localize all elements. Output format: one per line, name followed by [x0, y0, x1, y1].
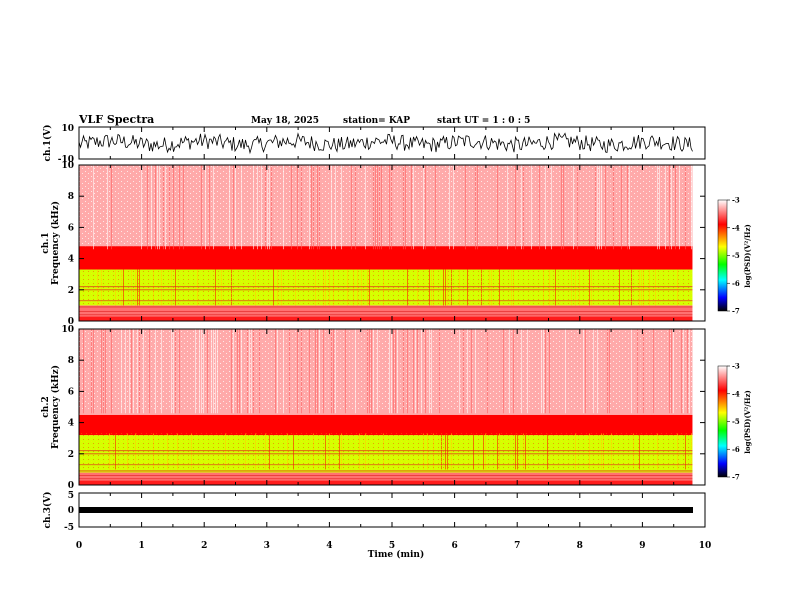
y-tick-label: 0 — [68, 481, 74, 491]
y-tick-label: 10 — [61, 161, 74, 171]
x-tick-label: 2 — [201, 541, 207, 551]
ch2-colorbar: -3 -4 -5 -6 -7 log(PSD)(V²/Hz) — [717, 362, 752, 482]
x-tick-label: 4 — [326, 541, 332, 551]
ch1-spectrogram-ticks — [78, 164, 706, 322]
x-tick-label: 1 — [138, 541, 144, 551]
figure-title: VLF Spectra — [78, 113, 154, 126]
x-axis-label: Time (min) — [368, 549, 425, 560]
ch1-spectrogram-image — [79, 165, 705, 321]
spectrogram-band — [79, 414, 693, 436]
colorbar-tick-label: -7 — [732, 307, 740, 316]
y-tick-label: 6 — [68, 387, 74, 397]
x-tick-label: 10 — [699, 541, 712, 551]
ch1-ytick-top: 10 — [61, 124, 74, 134]
ch3-waveform-ylabel: ch.3(V) — [42, 492, 53, 529]
spectrogram-band — [79, 246, 693, 270]
x-tick-label: 7 — [514, 541, 520, 551]
ch1-colorbar: -3 -4 -5 -6 -7 log(PSD)(V²/Hz) — [717, 196, 752, 316]
y-tick-label: 8 — [68, 192, 74, 202]
colorbar-tick-label: -3 — [732, 196, 740, 205]
ch2-spectrogram-ylabel-freq: Frequency (kHz) — [50, 365, 61, 449]
spectrogram-texture — [79, 433, 693, 470]
start-time-label: start UT = 1 : 0 : 5 — [437, 116, 530, 126]
ch2-spectrogram-ylabel-channel: ch.2 — [41, 396, 51, 417]
ch2-spectrogram-yticklabels: 0 2 4 6 8 10 — [61, 325, 74, 491]
spectrogram-texture — [79, 329, 693, 411]
ch3-ytick-top: 5 — [68, 491, 74, 501]
y-tick-label: 2 — [68, 450, 74, 460]
ch1-spectrogram-yticklabels: 0 2 4 6 8 10 — [61, 161, 74, 327]
spectrogram-blank — [692, 329, 705, 485]
colorbar-tick-label: -6 — [732, 445, 740, 454]
x-tick-label: 6 — [451, 541, 457, 551]
ch1-spectrogram-panel: 0 2 4 6 8 10 ch.1 Frequency (kHz) — [41, 161, 706, 327]
colorbar-tick-label: -4 — [732, 389, 740, 398]
date-label: May 18, 2025 — [251, 116, 319, 126]
station-label: station= KAP — [343, 116, 410, 126]
ch1-waveform-trace — [78, 132, 693, 155]
ch2-colorbar-ticks: -3 -4 -5 -6 -7 — [727, 362, 740, 482]
ch2-spectrogram-ticks — [78, 328, 706, 486]
ch1-colorbar-label: log(PSD)(V²/Hz) — [743, 224, 752, 288]
x-tick-label: 5 — [389, 541, 395, 551]
ch1-spectrogram-ylabel-freq: Frequency (kHz) — [50, 201, 61, 285]
spectrogram-band — [79, 472, 693, 481]
x-tick-label: 9 — [639, 541, 645, 551]
ch3-waveform-trace — [79, 507, 693, 513]
ch2-colorbar-gradient — [717, 365, 728, 478]
ch1-spectrogram-ylabel-channel: ch.1 — [41, 232, 51, 253]
ch3-ytick-bottom: -5 — [64, 523, 74, 533]
colorbar-tick-label: -5 — [732, 251, 740, 260]
ch1-x-ticks — [78, 127, 706, 159]
y-tick-label: 0 — [68, 317, 74, 327]
ch1-colorbar-ticks: -3 -4 -5 -6 -7 — [727, 196, 740, 316]
ch2-colorbar-label: log(PSD)(V²/Hz) — [743, 390, 752, 454]
colorbar-tick-label: -5 — [732, 417, 740, 426]
y-tick-label: 2 — [68, 286, 74, 296]
ch1-colorbar-gradient — [717, 199, 728, 312]
y-tick-label: 10 — [61, 325, 74, 335]
ch3-waveform-panel: 5 0 -5 ch.3(V) — [42, 491, 706, 533]
x-tick-label: 0 — [76, 541, 82, 551]
y-tick-label: 4 — [68, 255, 74, 265]
spectrogram-band — [79, 480, 693, 485]
spectrogram-blank — [692, 165, 705, 321]
colorbar-tick-label: -7 — [732, 473, 740, 482]
colorbar-tick-label: -6 — [732, 279, 740, 288]
ch3-x-ticks — [78, 493, 706, 527]
ch2-spectrogram-panel: 0 2 4 6 8 10 ch.2 Frequency (kHz) — [41, 325, 706, 491]
x-tick-label: 3 — [264, 541, 270, 551]
y-tick-label: 6 — [68, 223, 74, 233]
x-axis-ticklabels: 0 1 2 3 4 5 6 7 8 9 10 — [76, 541, 711, 551]
ch1-ytick-bottom: -10 — [58, 155, 74, 165]
ch1-waveform-panel: 10 -10 ch.1(V) — [42, 124, 706, 165]
ch3-ytick-mid: 0 — [68, 506, 74, 516]
spectrogram-texture — [79, 269, 693, 306]
x-tick-label: 8 — [577, 541, 583, 551]
spectrogram-band — [79, 316, 693, 321]
y-tick-label: 8 — [68, 356, 74, 366]
ch1-waveform-ylabel: ch.1(V) — [42, 125, 53, 162]
colorbar-tick-label: -4 — [732, 223, 740, 232]
spectrogram-texture — [79, 165, 693, 247]
colorbar-tick-label: -3 — [732, 362, 740, 371]
y-tick-label: 4 — [68, 419, 74, 429]
spectrogram-band — [79, 305, 693, 317]
ch2-spectrogram-image — [79, 329, 705, 485]
